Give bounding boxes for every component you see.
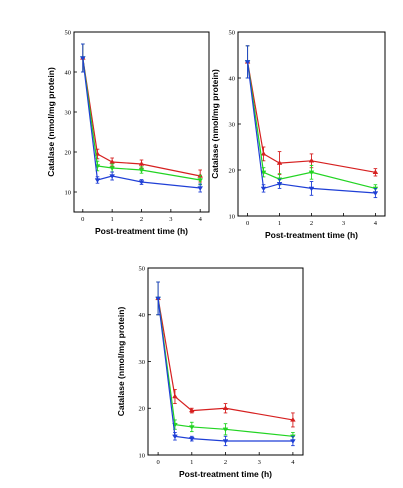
series-blue xyxy=(79,43,204,193)
x-axis-title: Post-treatment time (h) xyxy=(179,469,272,479)
chart-panel-1: 0 1 2 3 4 10 20 30 40 50 Post-treatment time (h) Ca… xyxy=(46,29,210,236)
data-point xyxy=(244,60,251,65)
y-tick-label: 10 xyxy=(229,213,236,220)
y-axis-title: Catalase (nmol/mg protein) xyxy=(116,307,126,417)
x-tick-label: 2 xyxy=(140,216,143,223)
series-line xyxy=(157,298,293,442)
data-point xyxy=(222,439,229,444)
series-line xyxy=(157,298,293,421)
data-point xyxy=(109,166,116,171)
y-tick-label: 30 xyxy=(139,359,146,366)
data-point xyxy=(79,56,86,61)
x-tick-label: 4 xyxy=(291,459,295,466)
data-point xyxy=(290,439,296,444)
data-point xyxy=(222,427,229,433)
x-tick-label: 2 xyxy=(224,459,227,466)
series-red xyxy=(244,45,379,177)
chart-panel-2: 0 1 2 3 4 10 20 30 40 50 Post-treatment time (h) Ca… xyxy=(210,29,386,240)
y-axis-title: Catalase (nmol/mg protein) xyxy=(46,67,56,177)
data-point xyxy=(308,170,315,176)
y-tick-label: 50 xyxy=(139,265,146,272)
x-tick-label: 4 xyxy=(374,220,378,227)
y-tick-label: 50 xyxy=(65,29,72,36)
series-blue xyxy=(244,45,379,199)
y-tick-label: 40 xyxy=(229,75,236,82)
data-point xyxy=(138,168,145,173)
data-point xyxy=(155,296,161,302)
series-red xyxy=(155,281,296,428)
data-point xyxy=(308,157,315,163)
x-tick-label: 3 xyxy=(169,216,172,223)
x-tick-label: 3 xyxy=(342,220,345,227)
x-axis-title: Post-treatment time (h) xyxy=(95,226,188,236)
series-line xyxy=(82,57,201,177)
x-axis-title: Post-treatment time (h) xyxy=(265,230,358,240)
x-tick-label: 4 xyxy=(199,216,203,223)
series-line xyxy=(157,298,293,437)
y-tick-label: 20 xyxy=(139,406,146,413)
data-point xyxy=(372,169,379,174)
data-point xyxy=(260,186,267,192)
y-axis-title: Catalase (nmol/mg protein) xyxy=(210,69,220,179)
data-point xyxy=(260,170,267,176)
data-point xyxy=(188,436,195,442)
data-point xyxy=(197,178,204,183)
y-tick-label: 10 xyxy=(65,189,72,196)
data-point xyxy=(290,417,296,422)
data-point xyxy=(109,159,116,164)
y-tick-label: 20 xyxy=(229,167,236,174)
data-point xyxy=(276,182,283,187)
x-tick-label: 1 xyxy=(111,216,114,223)
data-point xyxy=(109,174,116,179)
y-tick-label: 10 xyxy=(139,452,146,459)
y-tick-label: 40 xyxy=(139,312,146,319)
x-tick-label: 0 xyxy=(81,216,84,223)
data-point xyxy=(94,178,101,183)
data-point xyxy=(138,161,145,166)
x-tick-label: 1 xyxy=(190,459,193,466)
data-point xyxy=(308,186,315,192)
y-tick-label: 30 xyxy=(65,109,72,116)
chart-panel-3: 0 1 2 3 4 10 20 30 40 50 Post-treatment time (h) Ca… xyxy=(116,265,304,479)
data-point xyxy=(276,160,283,165)
x-tick-label: 3 xyxy=(258,459,261,466)
data-point xyxy=(222,405,229,410)
data-point xyxy=(197,186,204,191)
x-tick-label: 2 xyxy=(310,220,313,227)
y-tick-label: 40 xyxy=(65,69,72,76)
data-point xyxy=(172,434,178,440)
y-tick-label: 20 xyxy=(65,149,72,156)
y-tick-label: 30 xyxy=(229,121,236,128)
data-point xyxy=(172,393,178,399)
data-point xyxy=(138,180,145,185)
plot-frame xyxy=(73,31,210,213)
x-tick-label: 1 xyxy=(278,220,281,227)
data-point xyxy=(188,407,195,413)
data-point xyxy=(260,151,267,156)
x-tick-label: 0 xyxy=(246,220,249,227)
series-blue xyxy=(155,281,296,447)
y-tick-label: 50 xyxy=(229,29,236,36)
data-point xyxy=(188,425,195,430)
data-point xyxy=(372,191,379,196)
series-green xyxy=(244,45,379,193)
x-tick-label: 0 xyxy=(156,459,159,466)
